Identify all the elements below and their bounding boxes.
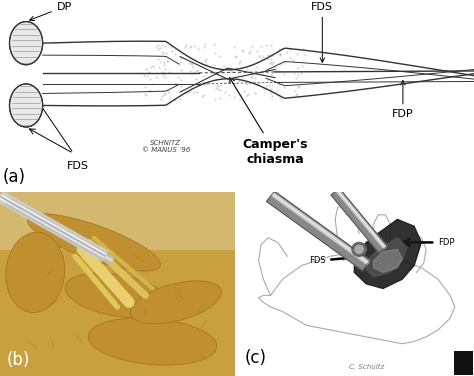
Polygon shape: [366, 238, 407, 277]
Ellipse shape: [352, 243, 366, 256]
Bar: [0, 192, 235, 249]
Polygon shape: [336, 190, 386, 249]
Text: Camper's
chiasma: Camper's chiasma: [229, 78, 308, 166]
Text: FDS: FDS: [67, 161, 89, 171]
Ellipse shape: [27, 214, 160, 271]
Text: FDS: FDS: [311, 2, 333, 62]
Text: FDS: FDS: [309, 254, 361, 265]
Ellipse shape: [9, 21, 43, 65]
Text: (a): (a): [2, 168, 26, 186]
Polygon shape: [331, 188, 387, 253]
Polygon shape: [374, 249, 402, 272]
Text: (b): (b): [7, 351, 30, 369]
Ellipse shape: [6, 232, 64, 312]
Polygon shape: [266, 191, 370, 270]
Ellipse shape: [65, 273, 169, 318]
Text: DP: DP: [30, 2, 72, 21]
Ellipse shape: [130, 281, 221, 324]
Text: SCHNITZ
© MANUS ’96: SCHNITZ © MANUS ’96: [142, 140, 190, 153]
Text: FDP: FDP: [392, 80, 414, 120]
Text: (c): (c): [244, 349, 266, 367]
Ellipse shape: [88, 318, 217, 365]
Ellipse shape: [355, 245, 363, 253]
Text: FDP: FDP: [403, 238, 455, 247]
Polygon shape: [354, 219, 421, 288]
Polygon shape: [271, 193, 369, 264]
Text: C. Schultz: C. Schultz: [349, 364, 384, 370]
Ellipse shape: [9, 84, 43, 127]
